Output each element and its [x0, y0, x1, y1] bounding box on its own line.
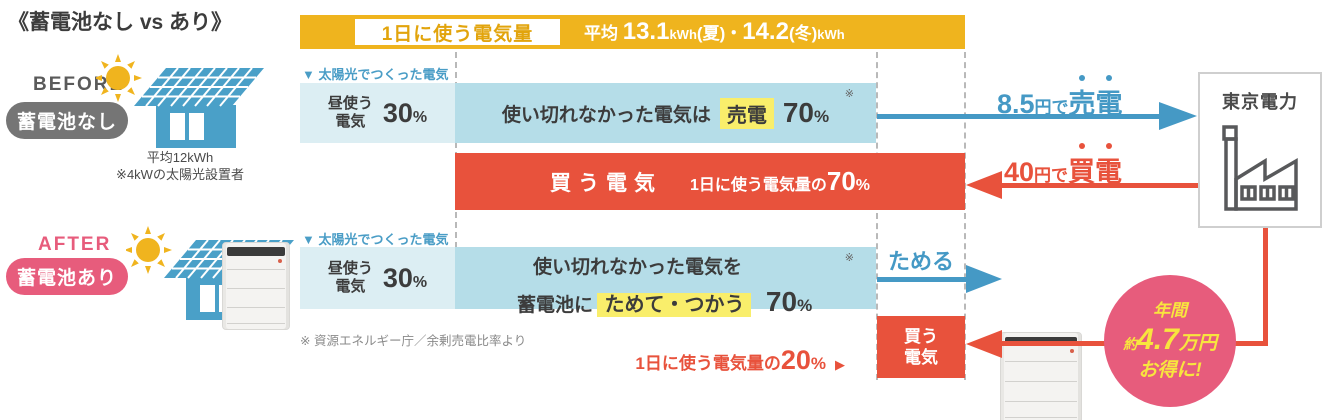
winter-value: 14.2 [742, 18, 789, 45]
day-use-percent: 30% [383, 98, 427, 129]
buy-value: 70 [826, 166, 856, 196]
avg-label: 平均 [584, 24, 618, 43]
source-note: ※ 資源エネルギー庁／余剰売電比率より [300, 334, 527, 348]
buy-prefix: 1日に使う電気量の [689, 177, 827, 194]
sell-price-mid: 円で [1034, 98, 1069, 117]
surplus-prefix: 使い切れなかった電気は [501, 104, 711, 126]
savings-value: 4.7 [1137, 323, 1179, 356]
store-arrow-shaft [877, 277, 970, 282]
solar-made-label-after: ▼ 太陽光でつくった電気 [302, 232, 449, 247]
after-day-use-segment: 昼使う 電気 30% [300, 247, 455, 309]
day-use-percent: 30% [383, 263, 427, 294]
surplus-unit: % [814, 107, 830, 126]
summer-season: (夏)・ [696, 24, 743, 43]
factory-icon [1222, 125, 1298, 211]
savings-period: 年間 [1153, 300, 1187, 320]
after-pill: 蓄電池あり [6, 258, 128, 295]
day-use-unit: % [412, 273, 428, 291]
buy-emphasis: 買電 [1068, 143, 1122, 187]
buy-box-line2: 電気 [904, 348, 938, 367]
day-use-value: 30 [382, 97, 413, 128]
solar-made-label-before: ▼ 太陽光でつくった電気 [302, 67, 449, 82]
buy-amount: 1日に使う電気量の70% [690, 166, 870, 197]
sell-highlight: 売電 [719, 97, 774, 129]
daily-usage-values: 平均 13.1kWh(夏)・14.2(冬)kWh [584, 18, 845, 46]
before-day-use-segment: 昼使う 電気 30% [300, 83, 455, 143]
buy-unit: % [855, 177, 871, 194]
sun-icon [96, 54, 142, 102]
buy-box-line1: 買う [904, 326, 938, 346]
after-buy-value: 20 [780, 345, 811, 375]
surplus-percent: 70% [766, 286, 812, 317]
house-solar-icon-before [96, 54, 264, 148]
after-buy-box: 買う 電気 [877, 316, 965, 378]
buy-arrow-head [966, 171, 1002, 199]
footnote-mark: ※ [844, 252, 854, 264]
surplus-line2: 蓄電池に ためて・つかう 70% [517, 282, 876, 323]
panel-size-note: ※4kWの太陽光設置者 [116, 166, 244, 182]
buy-arrow-shaft [1000, 183, 1198, 188]
after-buy-unit: % [810, 354, 826, 373]
dashed-line-banner-end [964, 52, 966, 380]
buy-price-text: 40円で買電 [1004, 143, 1122, 189]
page-title: 《蓄電池なし vs あり》 [8, 11, 233, 34]
summer-unit: kWh [669, 27, 697, 42]
day-use-line1: 昼使う [327, 95, 373, 112]
store-label: ためる [888, 249, 955, 274]
pointer-triangle-icon: ▶ [835, 357, 845, 372]
battery-icon-home [222, 242, 290, 330]
before-pill: 蓄電池なし [6, 102, 128, 139]
store-use-highlight: ためて・つかう [597, 292, 752, 317]
buy-label: 買う電気 [549, 171, 662, 195]
utility-company-box: 東京電力 [1198, 72, 1322, 228]
surplus-unit: % [797, 295, 813, 315]
footnote-mark: ※ [844, 88, 854, 100]
day-use-line2: 電気 [335, 113, 366, 130]
day-use-line1: 昼使う [327, 260, 373, 277]
utility-to-buy-line-vertical [1263, 228, 1268, 346]
savings-unit: 万円 [1178, 333, 1217, 354]
daily-usage-banner: 1日に使う電気量 平均 13.1kWh(夏)・14.2(冬)kWh [300, 15, 965, 49]
day-use-label: 昼使う 電気 [328, 260, 373, 296]
after-buy-arrow-head [966, 330, 1002, 358]
daily-usage-label: 1日に使う電気量 [355, 19, 560, 45]
sell-arrow-head [1159, 102, 1197, 130]
before-buy-bar: 買う電気 1日に使う電気量の70% [455, 153, 965, 210]
after-buy-prefix: 1日に使う電気量の [635, 354, 781, 373]
savings-amount: 約4.7万円 [1123, 321, 1217, 359]
before-house-caption: 平均12kWh ※4kWの太陽光設置者 [95, 150, 265, 184]
after-surplus-segment: 使い切れなかった電気を 蓄電池に ためて・つかう 70% ※ [455, 247, 876, 317]
surplus-prefix: 蓄電池に [517, 294, 594, 316]
annual-savings-badge: 年間 約4.7万円 お得に! [1104, 275, 1236, 407]
winter-season: (冬) [788, 24, 818, 43]
before-surplus-segment: 使い切れなかった電気は 売電 70% ※ [455, 83, 876, 143]
savings-approx: 約 [1123, 336, 1138, 352]
surplus-value: 70 [782, 97, 815, 128]
day-use-line2: 電気 [335, 278, 366, 295]
utility-name: 東京電力 [1222, 92, 1298, 112]
day-use-unit: % [412, 108, 428, 126]
day-use-value: 30 [382, 262, 413, 293]
surplus-percent: 70% [783, 97, 829, 129]
savings-tagline: お得に! [1138, 359, 1202, 381]
buy-price-mid: 円で [1034, 166, 1069, 185]
store-arrow-head [966, 265, 1002, 293]
winter-unit: kWh [817, 27, 845, 42]
sell-arrow-shaft [877, 114, 1165, 119]
surplus-value: 70 [765, 285, 798, 317]
dashed-line-bar-end [876, 52, 878, 380]
day-use-label: 昼使う 電気 [328, 95, 373, 131]
after-tag: AFTER [38, 234, 112, 255]
surplus-line1: 使い切れなかった電気を [533, 257, 743, 278]
buy-price-value: 40 [1004, 157, 1035, 187]
avg-generation: 平均12kWh [146, 150, 214, 165]
after-buy-amount: 1日に使う電気量の20% ▶ [560, 345, 845, 376]
summer-value: 13.1 [622, 18, 670, 45]
sun-icon [126, 226, 172, 274]
